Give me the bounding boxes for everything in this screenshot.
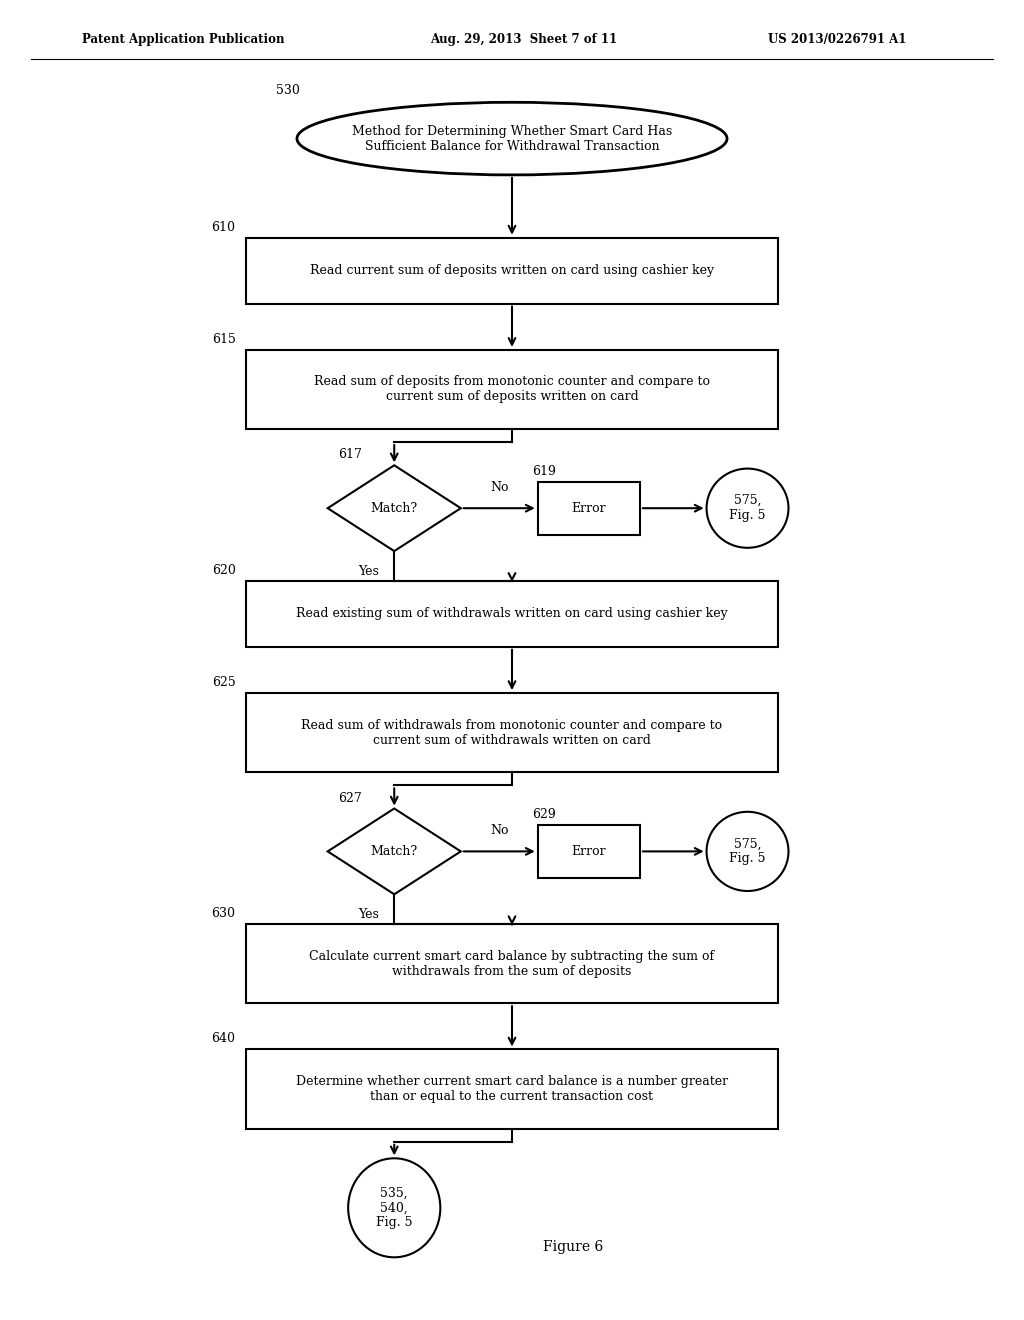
FancyBboxPatch shape (246, 238, 778, 304)
Text: Error: Error (571, 845, 606, 858)
Text: 620: 620 (212, 564, 236, 577)
Text: 617: 617 (338, 449, 361, 462)
Text: 619: 619 (532, 465, 556, 478)
FancyBboxPatch shape (246, 693, 778, 772)
FancyBboxPatch shape (246, 924, 778, 1003)
Polygon shape (328, 466, 461, 552)
Text: 630: 630 (212, 907, 236, 920)
Ellipse shape (707, 469, 788, 548)
Text: Error: Error (571, 502, 606, 515)
Text: Yes: Yes (358, 565, 379, 578)
Text: Match?: Match? (371, 845, 418, 858)
Text: 640: 640 (212, 1032, 236, 1045)
Ellipse shape (297, 103, 727, 174)
Text: No: No (489, 480, 509, 494)
Text: Read current sum of deposits written on card using cashier key: Read current sum of deposits written on … (310, 264, 714, 277)
Text: 615: 615 (212, 333, 236, 346)
FancyBboxPatch shape (246, 1049, 778, 1129)
Text: Aug. 29, 2013  Sheet 7 of 11: Aug. 29, 2013 Sheet 7 of 11 (430, 33, 617, 46)
Text: Calculate current smart card balance by subtracting the sum of
withdrawals from : Calculate current smart card balance by … (309, 949, 715, 978)
Text: No: No (489, 824, 509, 837)
Text: 627: 627 (338, 792, 361, 805)
Text: Read existing sum of withdrawals written on card using cashier key: Read existing sum of withdrawals written… (296, 607, 728, 620)
Polygon shape (328, 808, 461, 895)
Text: Match?: Match? (371, 502, 418, 515)
FancyBboxPatch shape (538, 825, 640, 878)
FancyBboxPatch shape (246, 350, 778, 429)
Text: Figure 6: Figure 6 (544, 1241, 603, 1254)
Text: 530: 530 (276, 84, 300, 98)
Ellipse shape (348, 1159, 440, 1257)
FancyBboxPatch shape (538, 482, 640, 535)
Text: Read sum of deposits from monotonic counter and compare to
current sum of deposi: Read sum of deposits from monotonic coun… (314, 375, 710, 404)
Text: 610: 610 (212, 220, 236, 234)
Text: 535,
540,
Fig. 5: 535, 540, Fig. 5 (376, 1187, 413, 1229)
Text: Patent Application Publication: Patent Application Publication (82, 33, 285, 46)
Text: Yes: Yes (358, 908, 379, 921)
Text: 575,
Fig. 5: 575, Fig. 5 (729, 837, 766, 866)
Ellipse shape (707, 812, 788, 891)
Text: 625: 625 (212, 676, 236, 689)
Text: Read sum of withdrawals from monotonic counter and compare to
current sum of wit: Read sum of withdrawals from monotonic c… (301, 718, 723, 747)
Text: 575,
Fig. 5: 575, Fig. 5 (729, 494, 766, 523)
Text: 629: 629 (532, 808, 556, 821)
FancyBboxPatch shape (246, 581, 778, 647)
Text: Determine whether current smart card balance is a number greater
than or equal t: Determine whether current smart card bal… (296, 1074, 728, 1104)
Text: Method for Determining Whether Smart Card Has
Sufficient Balance for Withdrawal : Method for Determining Whether Smart Car… (352, 124, 672, 153)
Text: US 2013/0226791 A1: US 2013/0226791 A1 (768, 33, 906, 46)
